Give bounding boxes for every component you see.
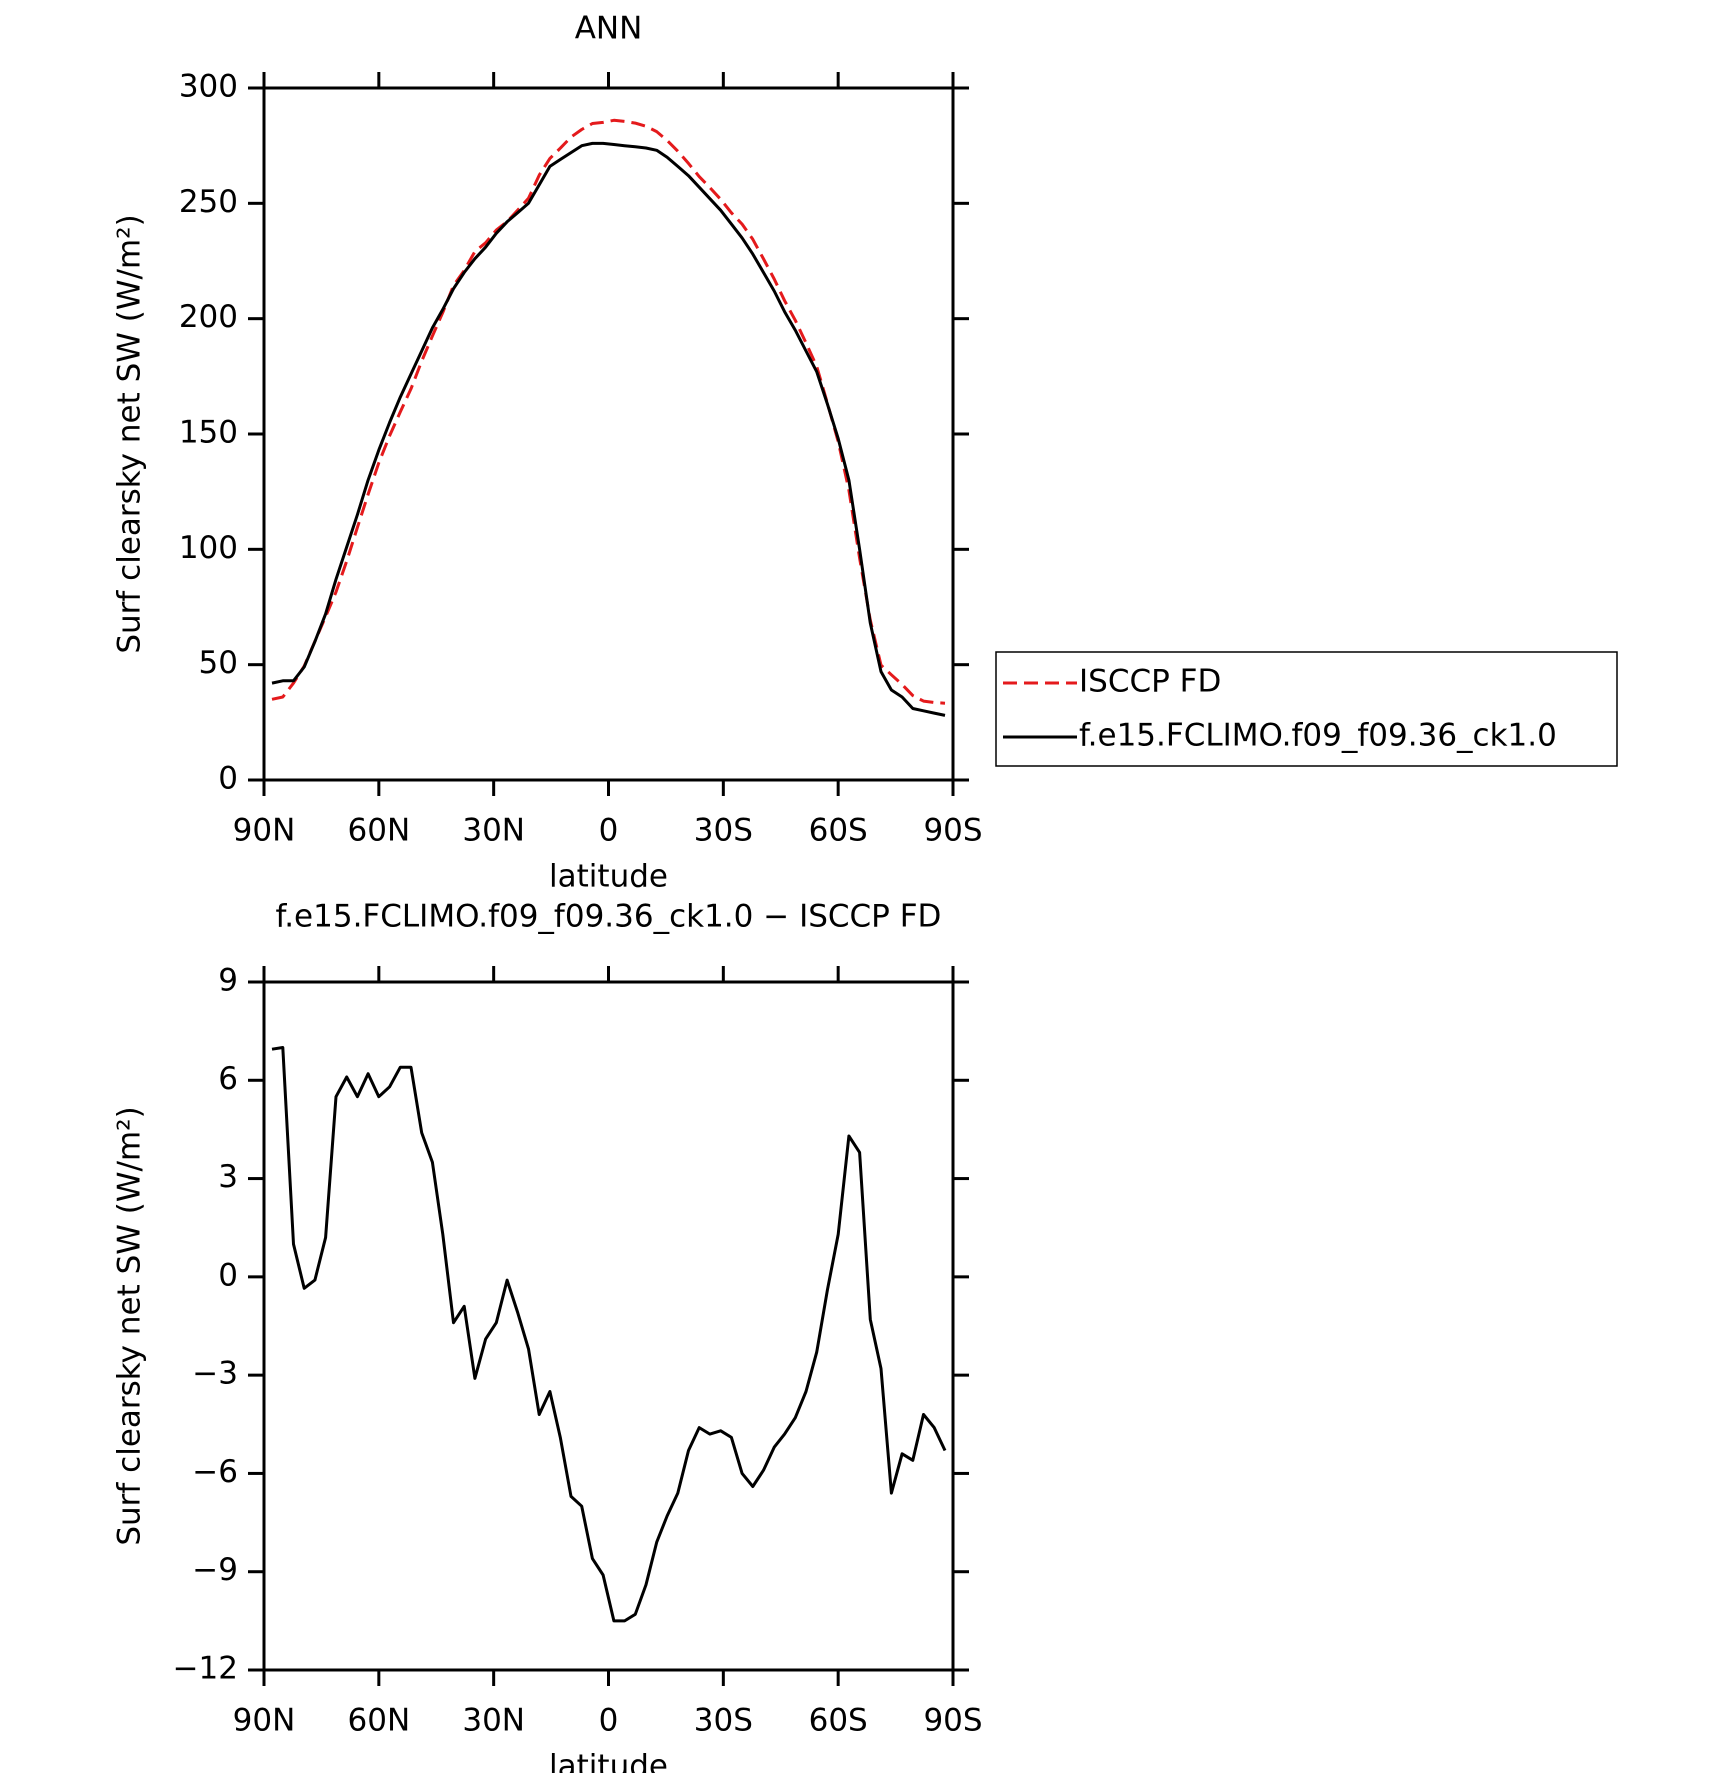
y-tick-label: −6 bbox=[192, 1454, 238, 1490]
x-tick-label: 30S bbox=[694, 1703, 753, 1739]
x-tick-label: 90N bbox=[233, 1703, 296, 1739]
y-axis-label: Surf clearsky net SW (W/m²) bbox=[112, 1106, 148, 1545]
y-tick-label: 6 bbox=[218, 1061, 238, 1097]
y-tick-label: 100 bbox=[179, 530, 238, 566]
data-line bbox=[271, 141, 946, 717]
data-line bbox=[271, 118, 946, 705]
y-axis-label: Surf clearsky net SW (W/m²) bbox=[112, 214, 148, 653]
y-tick-label: 250 bbox=[179, 184, 238, 220]
y-tick-label: −9 bbox=[192, 1552, 238, 1588]
x-tick-label: 0 bbox=[599, 1703, 619, 1739]
y-tick-label: −12 bbox=[173, 1651, 238, 1687]
x-tick-label: 90S bbox=[923, 813, 982, 849]
y-tick-label: 200 bbox=[179, 299, 238, 335]
plot-frame bbox=[262, 86, 955, 782]
x-tick-label: 30S bbox=[694, 813, 753, 849]
x-tick-label: 0 bbox=[599, 813, 619, 849]
legend-label: ISCCP FD bbox=[1079, 664, 1221, 700]
y-tick-label: 9 bbox=[218, 963, 238, 999]
x-tick-label: 90S bbox=[923, 1703, 982, 1739]
y-tick-label: 300 bbox=[179, 69, 238, 105]
legend-label: f.e15.FCLIMO.f09_f09.36_ck1.0 bbox=[1079, 718, 1557, 754]
legend-box bbox=[995, 651, 1618, 767]
y-tick-label: 50 bbox=[199, 645, 238, 681]
x-tick-label: 30N bbox=[462, 1703, 525, 1739]
x-tick-label: 60N bbox=[348, 1703, 411, 1739]
chart-title: f.e15.FCLIMO.f09_f09.36_ck1.0 − ISCCP FD bbox=[276, 899, 942, 935]
x-tick-label: 30N bbox=[462, 813, 525, 849]
x-tick-label: 60S bbox=[809, 813, 868, 849]
y-tick-label: −3 bbox=[192, 1356, 238, 1392]
y-tick-label: 0 bbox=[218, 1257, 238, 1293]
x-tick-label: 60N bbox=[348, 813, 411, 849]
plot-frame bbox=[262, 980, 955, 1672]
x-axis-label: latitude bbox=[549, 1749, 668, 1773]
x-tick-label: 90N bbox=[233, 813, 296, 849]
y-tick-label: 3 bbox=[218, 1159, 238, 1195]
x-axis-label: latitude bbox=[549, 859, 668, 895]
y-tick-label: 0 bbox=[218, 761, 238, 797]
chart-title: ANN bbox=[575, 11, 643, 47]
y-tick-label: 150 bbox=[179, 415, 238, 451]
data-line bbox=[271, 1046, 947, 1623]
x-tick-label: 60S bbox=[809, 1703, 868, 1739]
